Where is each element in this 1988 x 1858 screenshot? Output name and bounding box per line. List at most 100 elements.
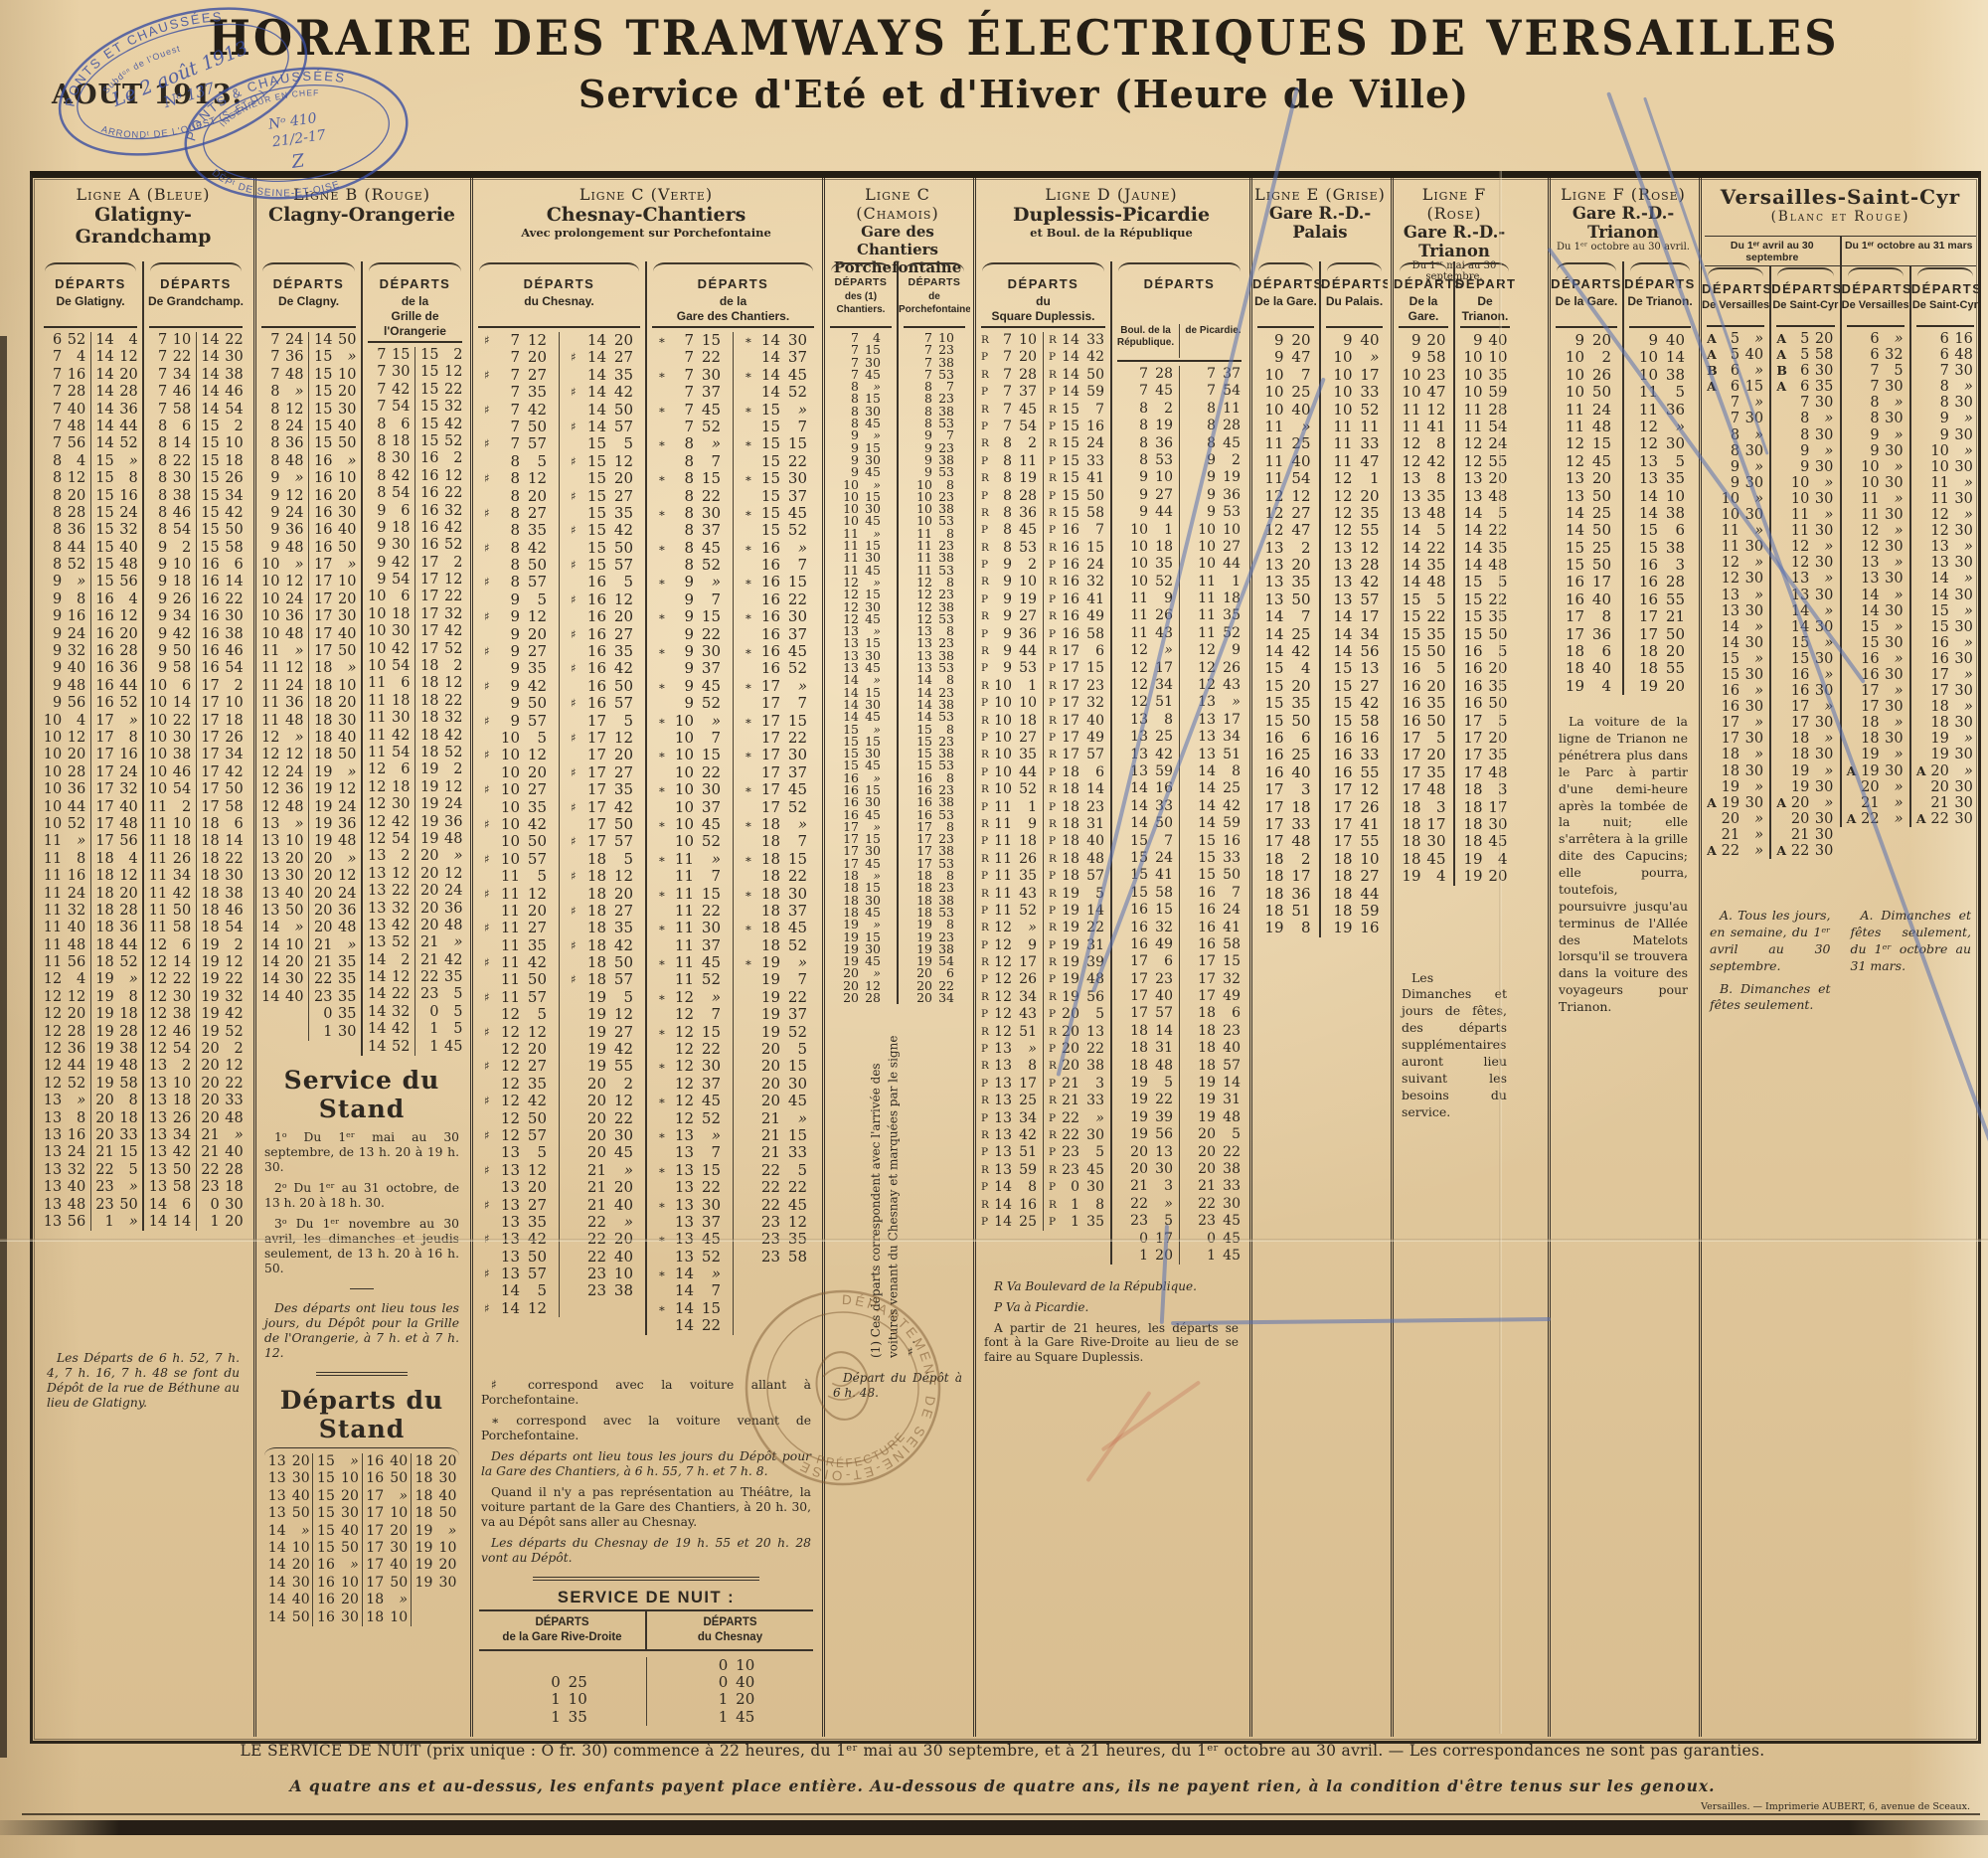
minute: 41	[1086, 470, 1104, 487]
minute: 37	[701, 797, 721, 816]
time-cell: 18 30	[1702, 763, 1769, 779]
time-cell: 18 59	[1321, 902, 1388, 920]
hour: 15	[95, 452, 114, 469]
time-cell: 16 20	[91, 626, 143, 643]
time-cell: ∗ 13 45	[647, 1230, 733, 1248]
minute: 15	[865, 831, 881, 847]
minute: 7	[711, 1281, 721, 1300]
time-cell: P 19 31	[1044, 937, 1110, 954]
minute: 35	[1814, 379, 1834, 396]
hour: 21	[1130, 1178, 1148, 1195]
hour: 12	[674, 1057, 694, 1076]
minute: 25	[1155, 729, 1173, 746]
minute: 44	[67, 798, 86, 815]
time-cell: ∗ 9 15	[647, 607, 733, 625]
time-cell: 19 23	[899, 930, 970, 943]
time-cell: 22 22	[734, 1178, 819, 1196]
minute: 14	[225, 574, 244, 591]
hour: 20	[586, 1074, 606, 1093]
minute: 56	[67, 954, 86, 971]
time-cell: 12 35	[1321, 504, 1388, 522]
minute: 6	[182, 677, 192, 694]
hour: 18	[916, 904, 932, 920]
hour: 11	[500, 867, 520, 886]
time-cell: ∗ 16 45	[734, 642, 819, 660]
time-cell: 14 7	[647, 1281, 733, 1300]
hour: 15	[1463, 573, 1483, 591]
hour: 6	[1870, 347, 1880, 364]
hour: 14	[368, 986, 387, 1003]
hour: 7	[510, 434, 520, 453]
hour: 12	[1790, 555, 1810, 572]
time-marker: ∗	[658, 540, 666, 555]
time-cell: 12 36	[256, 781, 308, 798]
hour: 10	[1264, 400, 1284, 419]
minute: 17	[1223, 711, 1241, 728]
time-marker: R	[1049, 1060, 1057, 1073]
time-cell: 10 28	[39, 764, 90, 781]
hour: 13	[43, 1213, 63, 1230]
time-marker: R	[981, 368, 989, 381]
minute: 37	[787, 348, 807, 367]
hour: 17	[1463, 746, 1483, 764]
hour: 10	[148, 763, 168, 780]
hour: 8	[684, 556, 694, 575]
hour: 19	[314, 833, 333, 850]
header-rule	[1460, 326, 1510, 328]
time-marker: R	[981, 645, 989, 658]
time-cell: 17 23	[899, 832, 970, 845]
hour: 9	[53, 695, 63, 712]
minute: 58	[1426, 348, 1446, 367]
minute: 18	[1291, 797, 1311, 816]
time-cell: 10 37	[647, 797, 733, 816]
time-cell: 20 12	[309, 868, 361, 885]
time-marker: B	[1776, 363, 1787, 379]
hour: 10	[368, 605, 387, 622]
minute: »	[453, 848, 463, 865]
time-cell: 8 30	[825, 405, 897, 418]
hour: 16	[916, 781, 932, 797]
hour: 13	[43, 1179, 63, 1196]
section-title: Ligne F (Rose) Gare R.-D.-Trianon Du 1ᵉʳ o…	[1551, 178, 1696, 261]
time-cell: 13 48	[1455, 487, 1515, 505]
hour: 16	[1130, 919, 1148, 935]
time-cell: 15 42	[415, 417, 467, 433]
hour: 10	[43, 712, 63, 729]
time-cell: 16 5	[1455, 642, 1515, 660]
time-cell: 16 37	[734, 625, 819, 643]
time-marker	[484, 1110, 496, 1127]
time-cell: 8 18	[363, 433, 414, 450]
section-title: Ligne C (Chamois) Gare des Chantiers Porch…	[825, 178, 970, 276]
time-cell: P 19 14	[1044, 903, 1110, 920]
minute: 52	[119, 695, 138, 712]
minute: 5	[1164, 1075, 1173, 1092]
hour: 12	[500, 1005, 520, 1024]
minute: 25	[1223, 780, 1241, 797]
time-marker	[1776, 459, 1788, 475]
minute: 45	[865, 806, 881, 822]
hour: 19	[1721, 794, 1740, 811]
hour: 17	[366, 1522, 385, 1539]
time-cell: 7 48	[256, 367, 308, 384]
minute: 33	[1360, 383, 1380, 402]
minute: 22	[787, 728, 807, 747]
note: 1ᵒ Du 1ᵉʳ mai au 30 septembre, de 13 h. …	[264, 1130, 459, 1175]
minute: 35	[1019, 747, 1037, 763]
minute: 21	[1665, 607, 1685, 626]
time-cell: 8 24	[256, 419, 308, 435]
minute: 28	[67, 504, 86, 521]
hour: 17	[1062, 729, 1079, 746]
time-cell: 14 37	[734, 348, 819, 367]
time-cell: 15 6	[1624, 521, 1696, 539]
time-cell: R 14 33	[1044, 332, 1110, 349]
minute: »	[1754, 587, 1764, 603]
minute: 54	[1488, 417, 1508, 435]
minute: »	[294, 643, 304, 660]
time-cell: 19 37	[734, 1005, 819, 1023]
minute: 25	[1591, 503, 1611, 522]
minute: 2	[234, 677, 244, 694]
hour: 18	[414, 1487, 433, 1504]
minute: »	[797, 676, 807, 695]
minute: 30	[390, 1539, 409, 1556]
hour: 14	[843, 672, 859, 688]
